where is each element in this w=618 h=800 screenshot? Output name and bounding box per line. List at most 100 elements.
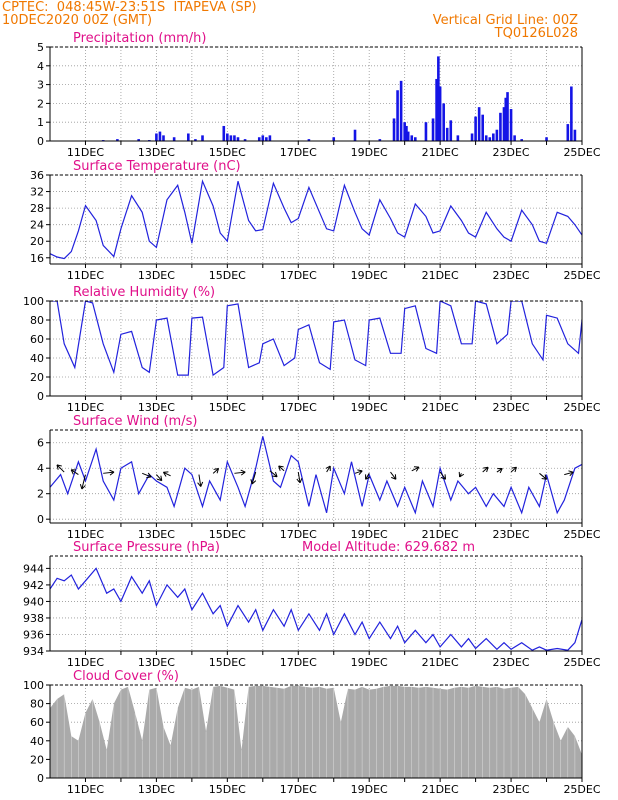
y-tick-label: 36 (30, 169, 44, 182)
wind-vector (439, 471, 446, 480)
x-tick-label: 13DEC (138, 269, 175, 282)
precip-bar (481, 114, 484, 141)
precip-bar (414, 137, 417, 141)
wind-vector-head (511, 466, 517, 473)
x-tick-label: 11DEC (67, 269, 104, 282)
wind-vector-head (278, 465, 284, 471)
rh-panel: 0 20 40 60 80 100 11DEC 13DEC 15DEC 17DEC 19DEC 21D… (23, 285, 601, 414)
wind-vector (70, 469, 79, 476)
y-tick-label: 80 (30, 698, 44, 711)
precip-bar (570, 86, 573, 141)
wind-vector (81, 474, 86, 490)
y-tick-label: 32 (30, 186, 44, 199)
precip-bar (406, 131, 410, 141)
x-tick-label: 17DEC (280, 528, 317, 541)
wind-vector-head (250, 479, 257, 485)
precip-bar (442, 103, 445, 141)
header-model-id: TQ0126L028 (494, 26, 578, 41)
precip-bar (513, 135, 516, 141)
x-tick-label: 25DEC (563, 146, 600, 159)
precip-bar (158, 131, 162, 141)
y-tick-label: 40 (30, 352, 44, 365)
x-tick-label: 15DEC (209, 146, 246, 159)
precip-bar (392, 118, 396, 141)
y-tick-label: 940 (23, 595, 44, 608)
temp-panel: 16 20 24 28 32 36 11DEC 13DEC 15DEC 17DEC 19DEC 21D… (30, 159, 601, 282)
precip-bar (456, 135, 460, 141)
x-tick-label: 21DEC (422, 269, 459, 282)
x-tick-label: 13DEC (138, 401, 175, 414)
wind-vector (142, 472, 152, 478)
y-tick-label: 5 (37, 41, 44, 54)
precip-bar (243, 139, 247, 141)
y-tick-label: 20 (30, 753, 44, 766)
y-tick-label: 4 (37, 462, 44, 475)
x-tick-label: 21DEC (422, 656, 459, 669)
x-tick-label: 15DEC (209, 269, 246, 282)
x-tick-label: 25DEC (563, 401, 600, 414)
wind-vector-head (568, 470, 574, 477)
y-tick-label: 1 (37, 116, 44, 129)
rh-series-line (50, 301, 582, 377)
y-tick-label: 936 (23, 628, 44, 641)
wind-vector-head (56, 464, 62, 470)
wind-vector-head (413, 466, 420, 472)
y-tick-label: 934 (23, 645, 44, 658)
x-tick-label: 13DEC (138, 656, 175, 669)
wind-vector (365, 473, 370, 480)
precip-bar (162, 135, 165, 141)
wind-vector (163, 471, 171, 477)
x-tick-label: 23DEC (493, 783, 530, 796)
y-tick-label: 942 (23, 579, 44, 592)
wind-vector (212, 468, 219, 474)
wind-vector (411, 466, 420, 472)
precip-bar (438, 86, 442, 141)
rh-data (50, 301, 582, 377)
y-tick-label: 16 (30, 252, 44, 265)
wind-data (50, 436, 582, 515)
x-tick-label: 11DEC (67, 401, 104, 414)
wind-vector (539, 472, 547, 480)
precip-bar (470, 133, 474, 141)
wind-vector-head (79, 484, 86, 490)
precip-title: Precipitation (mm/h) (73, 31, 206, 46)
x-tick-label: 23DEC (493, 528, 530, 541)
x-tick-label: 19DEC (351, 401, 388, 414)
temp-title: Surface Temperature (nC) (73, 159, 241, 174)
x-tick-label: 23DEC (493, 401, 530, 414)
x-tick-label: 25DEC (563, 656, 600, 669)
precip-bar (222, 125, 226, 141)
precip-bar (445, 127, 449, 141)
x-tick-label: 23DEC (493, 269, 530, 282)
precip-bar (187, 133, 190, 141)
wind-panel: 0 2 4 6 11DEC 13DEC 15DEC 17DEC 19DEC 21DEC 23DEC 2… (37, 414, 601, 541)
y-tick-label: 4 (37, 60, 44, 73)
wind-vector (234, 471, 246, 474)
wind-vector-head (240, 469, 246, 476)
y-tick-label: 0 (37, 513, 44, 526)
precip-bar (172, 137, 176, 141)
precip-bar (502, 107, 506, 141)
y-tick-label: 2 (37, 488, 44, 501)
cloud-cover-area (50, 685, 582, 778)
wind-vector (251, 471, 257, 485)
precip-bar (495, 129, 499, 141)
precip-bar (437, 56, 440, 141)
wind-vector (198, 474, 202, 487)
x-tick-label: 17DEC (280, 401, 317, 414)
y-tick-label: 80 (30, 314, 44, 327)
x-tick-label: 15DEC (209, 401, 246, 414)
wind-vector (354, 470, 363, 474)
wind-vector (326, 465, 331, 473)
precip-data (101, 56, 577, 141)
x-tick-label: 21DEC (422, 783, 459, 796)
precip-bar (268, 135, 272, 141)
wind-vector-head (197, 481, 204, 487)
y-tick-label: 0 (37, 772, 44, 785)
y-tick-label: 60 (30, 716, 44, 729)
precip-bar (573, 129, 577, 141)
y-tick-label: 100 (23, 295, 44, 308)
precip-bar (492, 133, 495, 141)
cloud-title: Cloud Cover (%) (73, 669, 179, 684)
x-tick-label: 15DEC (209, 783, 246, 796)
